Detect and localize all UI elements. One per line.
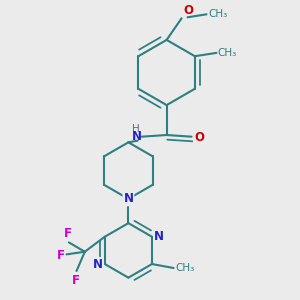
Text: N: N: [154, 230, 164, 243]
Text: N: N: [123, 192, 134, 206]
Text: CH₃: CH₃: [208, 9, 227, 19]
Text: H: H: [132, 124, 140, 134]
Text: F: F: [71, 274, 80, 287]
Text: N: N: [132, 130, 142, 143]
Text: F: F: [64, 227, 71, 240]
Text: CH₃: CH₃: [175, 263, 194, 273]
Text: F: F: [57, 249, 65, 262]
Text: CH₃: CH₃: [218, 48, 237, 58]
Text: N: N: [93, 257, 103, 271]
Text: O: O: [183, 4, 193, 16]
Text: O: O: [194, 131, 204, 144]
